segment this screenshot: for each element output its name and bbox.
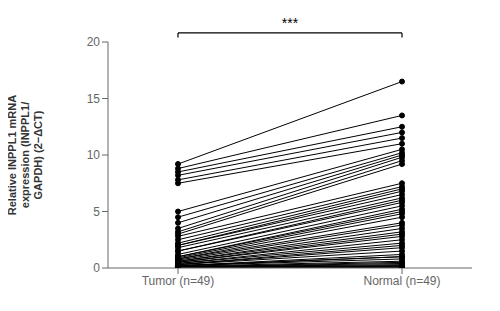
svg-text:0: 0 — [93, 261, 100, 275]
svg-text:20: 20 — [87, 35, 101, 49]
svg-text:Tumor (n=49): Tumor (n=49) — [142, 274, 215, 288]
svg-text:***: *** — [282, 15, 299, 31]
svg-text:Relative INPPL1 mRNAexpression: Relative INPPL1 mRNAexpression (INPPL1/G… — [8, 95, 44, 215]
svg-text:10: 10 — [87, 148, 101, 162]
svg-text:Normal (n=49): Normal (n=49) — [363, 274, 440, 288]
svg-text:5: 5 — [93, 205, 100, 219]
svg-text:15: 15 — [87, 92, 101, 106]
